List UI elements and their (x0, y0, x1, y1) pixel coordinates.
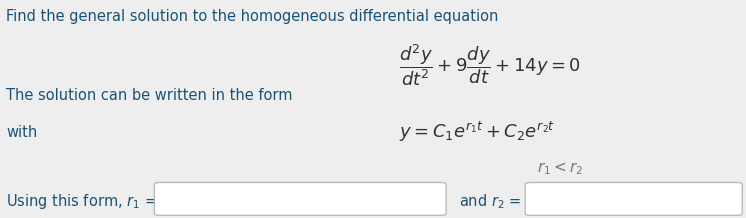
Text: $\dfrac{d^2y}{dt^2} + 9\dfrac{dy}{dt} + 14y = 0$: $\dfrac{d^2y}{dt^2} + 9\dfrac{dy}{dt} + … (399, 43, 581, 88)
Text: with: with (6, 126, 37, 140)
FancyBboxPatch shape (154, 182, 446, 215)
Text: $y = C_1e^{r_1 t} + C_2e^{r_2 t}$: $y = C_1e^{r_1 t} + C_2e^{r_2 t}$ (399, 120, 556, 144)
Text: The solution can be written in the form: The solution can be written in the form (6, 89, 292, 103)
Text: Using this form, $r_1$ =: Using this form, $r_1$ = (6, 192, 157, 211)
Text: and $r_2$ =: and $r_2$ = (459, 192, 521, 211)
FancyBboxPatch shape (525, 182, 742, 215)
Text: Find the general solution to the homogeneous differential equation: Find the general solution to the homogen… (6, 9, 498, 24)
Text: $r_1 < r_2$: $r_1 < r_2$ (537, 161, 583, 177)
